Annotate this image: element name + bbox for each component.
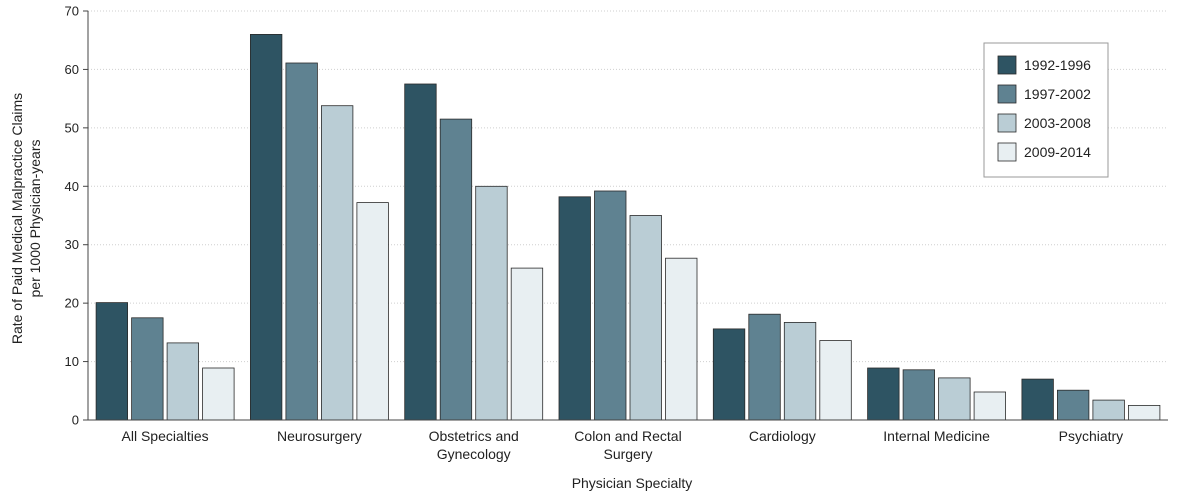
y-tick-label: 10 [65, 354, 79, 369]
bar [783, 321, 817, 421]
x-tick-label: Psychiatry [1059, 428, 1124, 444]
axis-titles: Physician Specialty Rate of Paid Medical … [9, 93, 692, 491]
bar [249, 34, 283, 421]
bar [202, 367, 235, 421]
bar [1057, 389, 1090, 421]
bar [320, 105, 354, 421]
bar [356, 202, 389, 421]
bar [629, 215, 662, 421]
bar [819, 340, 852, 421]
x-tick-label: Obstetrics and [429, 428, 519, 444]
bar [404, 83, 437, 421]
bar [938, 377, 971, 421]
bar [131, 317, 164, 421]
bar [665, 257, 698, 421]
x-tick-label: Cardiology [749, 428, 816, 444]
x-tick-label: Colon and Rectal [574, 428, 681, 444]
bar [1092, 399, 1125, 421]
bar [594, 190, 627, 421]
bar [1021, 378, 1054, 421]
x-axis: All Specialties Neurosurgery Obstetrics an… [88, 419, 1168, 462]
bar [166, 342, 200, 421]
legend-swatch [997, 84, 1017, 104]
bar [973, 391, 1006, 421]
legend-label: 1997-2002 [1024, 86, 1091, 102]
legend: 1992-1996 1997-2002 2003-2008 2009-2014 [983, 42, 1109, 178]
x-tick-label: Gynecology [437, 446, 511, 462]
legend-swatch [997, 142, 1017, 162]
bars [95, 34, 1161, 421]
y-tick-label: 30 [65, 237, 79, 252]
y-tick-label: 50 [65, 120, 79, 135]
y-tick-label: 40 [65, 179, 79, 194]
y-tick-label: 0 [72, 413, 79, 428]
y-axis-title: Rate of Paid Medical Malpractice Claims [9, 93, 25, 344]
y-tick-label: 70 [65, 4, 79, 19]
x-tick-label: All Specialties [122, 428, 209, 444]
y-tick-label: 20 [65, 296, 79, 311]
x-tick-label: Neurosurgery [277, 428, 362, 444]
bar [285, 62, 318, 421]
bar [475, 185, 508, 421]
legend-swatch [997, 55, 1017, 75]
bar [439, 118, 473, 421]
y-axis: 0 10 20 30 40 50 60 70 [65, 4, 89, 428]
x-tick-label: Surgery [603, 446, 652, 462]
x-tick-label: Internal Medicine [883, 428, 990, 444]
y-tick-label: 60 [65, 62, 79, 77]
x-axis-title: Physician Specialty [572, 475, 693, 491]
bar [95, 302, 128, 421]
legend-label: 2009-2014 [1024, 144, 1091, 160]
legend-label: 1992-1996 [1024, 57, 1091, 73]
y-axis-title: per 1000 Physician-years [27, 140, 43, 298]
bar [510, 267, 544, 421]
legend-swatch [997, 113, 1017, 133]
bar [902, 369, 935, 421]
bar [558, 196, 591, 421]
legend-label: 2003-2008 [1024, 115, 1091, 131]
bar [748, 313, 781, 421]
bar [1128, 404, 1161, 421]
bar [867, 367, 900, 421]
bar [712, 328, 746, 421]
